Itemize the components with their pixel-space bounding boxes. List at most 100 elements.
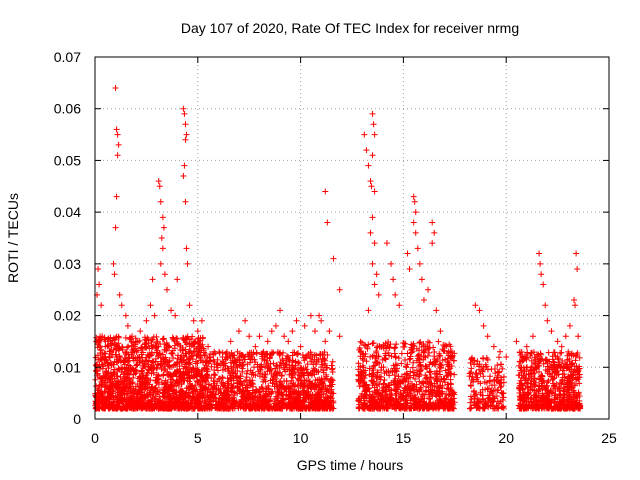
data-point [576, 354, 583, 361]
data-point [498, 361, 505, 368]
data-point [148, 349, 155, 356]
data-point [205, 393, 212, 400]
data-point [412, 229, 419, 236]
data-point [162, 400, 169, 407]
axis-ticks [94, 56, 610, 420]
data-point [297, 398, 304, 405]
data-point [573, 250, 580, 257]
data-point [183, 245, 190, 252]
data-point [201, 364, 208, 371]
data-point [536, 383, 543, 390]
data-point [117, 383, 124, 390]
data-point [228, 349, 235, 356]
data-point [261, 371, 268, 378]
data-point [186, 302, 193, 309]
data-point [180, 404, 187, 411]
data-point [187, 355, 194, 362]
data-point [426, 349, 433, 356]
data-point [444, 361, 451, 368]
data-point [155, 375, 162, 382]
data-point [491, 366, 498, 373]
data-point [216, 349, 223, 356]
data-point [433, 383, 440, 390]
data-point [196, 373, 203, 380]
data-point [168, 350, 175, 357]
data-point [256, 386, 263, 393]
data-point [528, 357, 535, 364]
data-point [322, 384, 329, 391]
data-point [97, 349, 104, 356]
data-point [153, 349, 160, 356]
data-point [274, 385, 281, 392]
data-point [363, 147, 370, 154]
data-point [223, 348, 230, 355]
data-point [393, 384, 400, 391]
data-point [517, 403, 524, 410]
data-point [303, 366, 310, 373]
data-point [270, 402, 277, 409]
data-point [416, 405, 423, 412]
data-point [176, 391, 183, 398]
data-point [485, 385, 492, 392]
data-point [192, 397, 199, 404]
data-point [471, 361, 478, 368]
data-point [249, 380, 256, 387]
data-point [153, 343, 160, 350]
data-point [206, 354, 213, 361]
data-point [437, 328, 444, 335]
data-point [307, 380, 314, 387]
data-point [364, 386, 371, 393]
data-point [320, 380, 327, 387]
data-point [384, 393, 391, 400]
data-point [195, 348, 202, 355]
data-point [211, 348, 218, 355]
data-point [318, 385, 325, 392]
data-point [380, 364, 387, 371]
data-point [294, 393, 301, 400]
data-point [131, 394, 138, 401]
data-point [312, 377, 319, 384]
data-point [237, 404, 244, 411]
data-point [470, 388, 477, 395]
data-point [276, 383, 283, 390]
data-point [131, 368, 138, 375]
data-point [515, 372, 522, 379]
data-point [355, 378, 362, 385]
data-point [385, 382, 392, 389]
data-point [114, 385, 121, 392]
data-point [374, 374, 381, 381]
data-point [97, 336, 104, 343]
data-point [552, 405, 559, 412]
data-point [555, 356, 562, 363]
data-point [151, 395, 158, 402]
data-point [220, 359, 227, 366]
data-point [144, 375, 151, 382]
data-point [560, 399, 567, 406]
data-point [416, 340, 423, 347]
data-point [147, 302, 154, 309]
data-point [150, 390, 157, 397]
data-point [166, 363, 173, 370]
data-point [180, 357, 187, 364]
data-point [416, 356, 423, 363]
data-point [400, 402, 407, 409]
data-point [283, 352, 290, 359]
data-point [174, 359, 181, 366]
data-point [432, 376, 439, 383]
data-point [185, 365, 192, 372]
data-point [272, 322, 279, 329]
data-point [98, 393, 105, 400]
data-point [186, 404, 193, 411]
data-point [152, 355, 159, 362]
data-point [194, 366, 201, 373]
data-point [530, 381, 537, 388]
data-point [232, 401, 239, 408]
data-point [274, 395, 281, 402]
data-point [99, 403, 106, 410]
data-point [95, 338, 102, 345]
data-point [124, 387, 131, 394]
data-point [411, 398, 418, 405]
data-point [98, 347, 105, 354]
data-point [149, 276, 156, 283]
data-point [114, 405, 121, 412]
